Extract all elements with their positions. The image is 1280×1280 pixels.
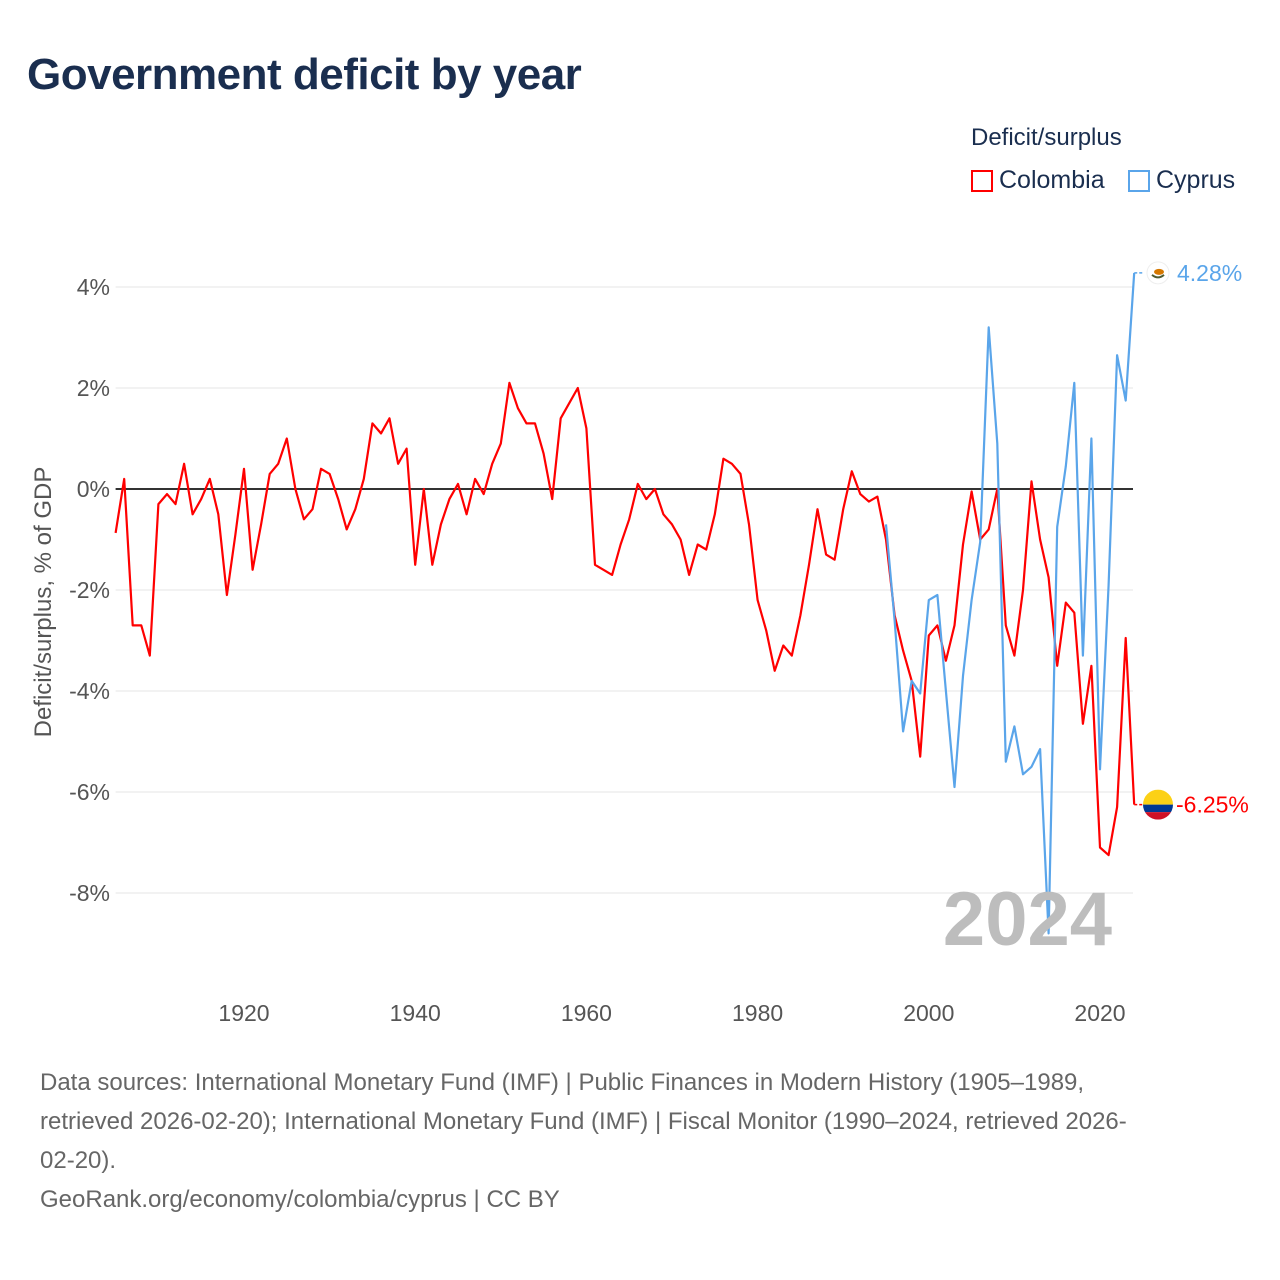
y-tick-label: -2% <box>69 577 110 603</box>
sources-line-1: Data sources: International Monetary Fun… <box>40 1069 1085 1096</box>
y-tick-label: -8% <box>69 880 110 906</box>
end-label-cyprus: 4.28% <box>1177 260 1242 286</box>
y-tick-label: 0% <box>77 476 110 502</box>
x-tick-label: 1940 <box>390 1000 441 1026</box>
x-tick-label: 2020 <box>1074 1000 1125 1026</box>
flag-branches <box>1151 274 1165 279</box>
flag-island <box>1154 268 1164 275</box>
flag-blue <box>1143 804 1173 813</box>
x-tick-label: 2000 <box>903 1000 954 1026</box>
legend-title: Deficit/surplus <box>971 124 1122 151</box>
legend-label-cyprus: Cyprus <box>1156 166 1236 194</box>
legend-item-colombia[interactable]: Colombia <box>971 166 1105 195</box>
y-tick-label: 4% <box>77 274 110 300</box>
y-tick-label: -4% <box>69 678 110 704</box>
series-line-cyprus <box>884 272 1136 935</box>
end-label-colombia: -6.25% <box>1176 792 1249 818</box>
flag-red <box>1143 812 1173 820</box>
legend-label-colombia: Colombia <box>999 166 1105 194</box>
legend-swatch-colombia <box>971 169 993 192</box>
sources-line-2: retrieved 2026-02-20); International Mon… <box>40 1108 1127 1135</box>
y-axis-title: Deficit/surplus, % of GDP <box>30 467 57 738</box>
flag-stripes <box>1143 789 1173 820</box>
y-tick-label: 2% <box>77 375 110 401</box>
series-line-colombia <box>114 381 1136 857</box>
x-tick-label: 1960 <box>561 1000 612 1026</box>
y-tick-label: -6% <box>69 779 110 805</box>
credit-link[interactable]: GeoRank.org/economy/colombia/cyprus | CC… <box>40 1186 560 1213</box>
legend-swatch-cyprus <box>1128 169 1150 192</box>
x-tick-label: 1980 <box>732 1000 783 1026</box>
legend-item-cyprus[interactable]: Cyprus <box>1128 166 1235 195</box>
sources-line-3: 02-20). <box>40 1147 117 1174</box>
chart-title: Government deficit by year <box>27 50 582 99</box>
flag-colombia-icon <box>1143 789 1173 820</box>
current-year-watermark: 2024 <box>943 877 1112 962</box>
flag-cyprus-icon <box>1146 261 1170 285</box>
flag-yellow <box>1143 789 1173 805</box>
x-tick-label: 1920 <box>218 1000 269 1026</box>
